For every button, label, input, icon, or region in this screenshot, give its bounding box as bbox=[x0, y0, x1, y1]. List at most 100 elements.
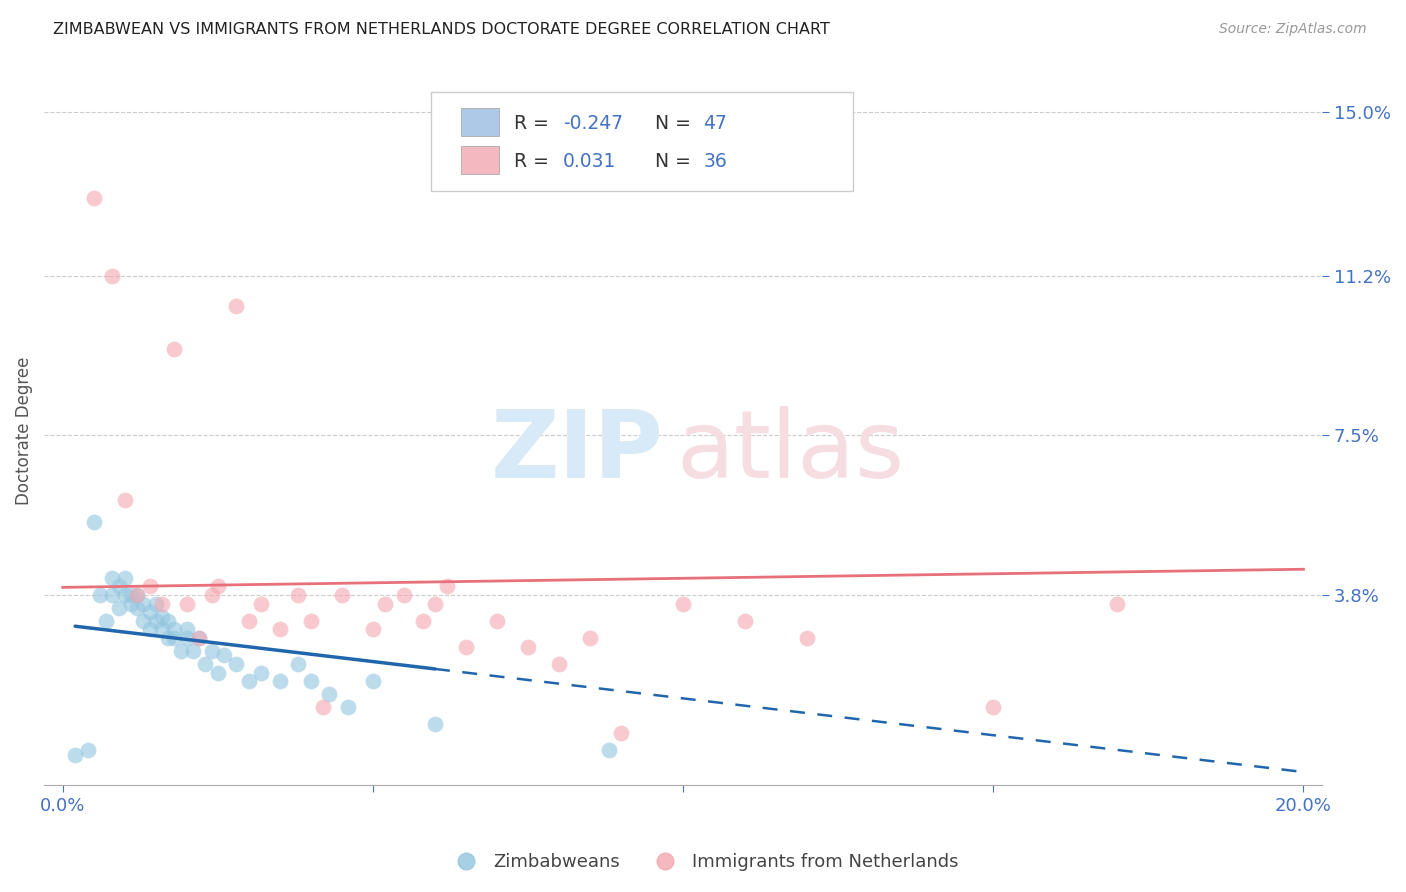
Point bbox=[114, 571, 136, 585]
Point bbox=[598, 743, 620, 757]
Point bbox=[579, 631, 602, 645]
Point bbox=[138, 623, 160, 637]
Point bbox=[150, 623, 173, 637]
Point bbox=[107, 601, 129, 615]
Text: ZIP: ZIP bbox=[491, 407, 664, 499]
Point bbox=[548, 657, 571, 671]
Point bbox=[163, 623, 186, 637]
Point bbox=[225, 657, 247, 671]
Point bbox=[188, 631, 211, 645]
Text: 47: 47 bbox=[703, 113, 727, 133]
Point bbox=[734, 614, 756, 628]
FancyBboxPatch shape bbox=[461, 108, 499, 136]
Point bbox=[361, 674, 384, 689]
Point bbox=[83, 515, 105, 529]
Point bbox=[94, 614, 117, 628]
Point bbox=[269, 674, 291, 689]
Point bbox=[169, 644, 191, 658]
Point bbox=[238, 674, 260, 689]
Point bbox=[181, 644, 204, 658]
Point bbox=[212, 648, 235, 663]
Point bbox=[138, 605, 160, 619]
Point bbox=[107, 579, 129, 593]
Point bbox=[63, 747, 86, 762]
Point bbox=[207, 579, 229, 593]
Text: ZIMBABWEAN VS IMMIGRANTS FROM NETHERLANDS DOCTORATE DEGREE CORRELATION CHART: ZIMBABWEAN VS IMMIGRANTS FROM NETHERLAND… bbox=[53, 22, 831, 37]
Point bbox=[796, 631, 818, 645]
Point bbox=[287, 588, 309, 602]
Point bbox=[127, 588, 149, 602]
Point bbox=[114, 493, 136, 508]
Point bbox=[132, 597, 155, 611]
Point bbox=[337, 700, 360, 714]
Point bbox=[120, 597, 142, 611]
Point bbox=[207, 665, 229, 680]
Point bbox=[163, 631, 186, 645]
Point bbox=[485, 614, 508, 628]
Text: N =: N = bbox=[655, 113, 697, 133]
Point bbox=[114, 588, 136, 602]
Point bbox=[981, 700, 1004, 714]
Point bbox=[287, 657, 309, 671]
Point bbox=[412, 614, 434, 628]
Point bbox=[138, 579, 160, 593]
Point bbox=[76, 743, 98, 757]
Point bbox=[89, 588, 111, 602]
Text: 0.031: 0.031 bbox=[562, 152, 616, 170]
Point bbox=[188, 631, 211, 645]
Point bbox=[299, 674, 322, 689]
Point bbox=[145, 597, 167, 611]
Point bbox=[150, 609, 173, 624]
Point bbox=[392, 588, 415, 602]
Point bbox=[361, 623, 384, 637]
Point bbox=[1107, 597, 1129, 611]
Point bbox=[318, 687, 340, 701]
Text: -0.247: -0.247 bbox=[562, 113, 623, 133]
Point bbox=[423, 717, 446, 731]
FancyBboxPatch shape bbox=[461, 146, 499, 174]
Point bbox=[145, 614, 167, 628]
Text: Source: ZipAtlas.com: Source: ZipAtlas.com bbox=[1219, 22, 1367, 37]
Point bbox=[83, 191, 105, 205]
Text: R =: R = bbox=[515, 113, 555, 133]
Point bbox=[163, 342, 186, 356]
Point bbox=[299, 614, 322, 628]
Point bbox=[201, 588, 224, 602]
Point bbox=[157, 631, 180, 645]
Point bbox=[176, 623, 198, 637]
Point bbox=[150, 597, 173, 611]
Point bbox=[436, 579, 458, 593]
Point bbox=[176, 597, 198, 611]
Point bbox=[517, 640, 540, 654]
Point bbox=[269, 623, 291, 637]
Point bbox=[423, 597, 446, 611]
Text: R =: R = bbox=[515, 152, 561, 170]
Point bbox=[132, 614, 155, 628]
FancyBboxPatch shape bbox=[432, 92, 853, 191]
Point bbox=[157, 614, 180, 628]
Point bbox=[101, 571, 124, 585]
Point bbox=[330, 588, 353, 602]
Point bbox=[374, 597, 396, 611]
Point bbox=[194, 657, 217, 671]
Point bbox=[127, 588, 149, 602]
Point bbox=[120, 588, 142, 602]
Point bbox=[201, 644, 224, 658]
Text: N =: N = bbox=[655, 152, 697, 170]
Point bbox=[454, 640, 477, 654]
Point bbox=[312, 700, 335, 714]
Point bbox=[176, 631, 198, 645]
Point bbox=[250, 597, 273, 611]
Point bbox=[250, 665, 273, 680]
Point bbox=[238, 614, 260, 628]
Point bbox=[101, 268, 124, 283]
Text: 36: 36 bbox=[703, 152, 727, 170]
Point bbox=[672, 597, 695, 611]
Text: atlas: atlas bbox=[676, 407, 905, 499]
Point bbox=[610, 726, 633, 740]
Point bbox=[127, 601, 149, 615]
Legend: Zimbabweans, Immigrants from Netherlands: Zimbabweans, Immigrants from Netherlands bbox=[440, 847, 966, 879]
Point bbox=[101, 588, 124, 602]
Y-axis label: Doctorate Degree: Doctorate Degree bbox=[15, 357, 32, 505]
Point bbox=[225, 299, 247, 313]
